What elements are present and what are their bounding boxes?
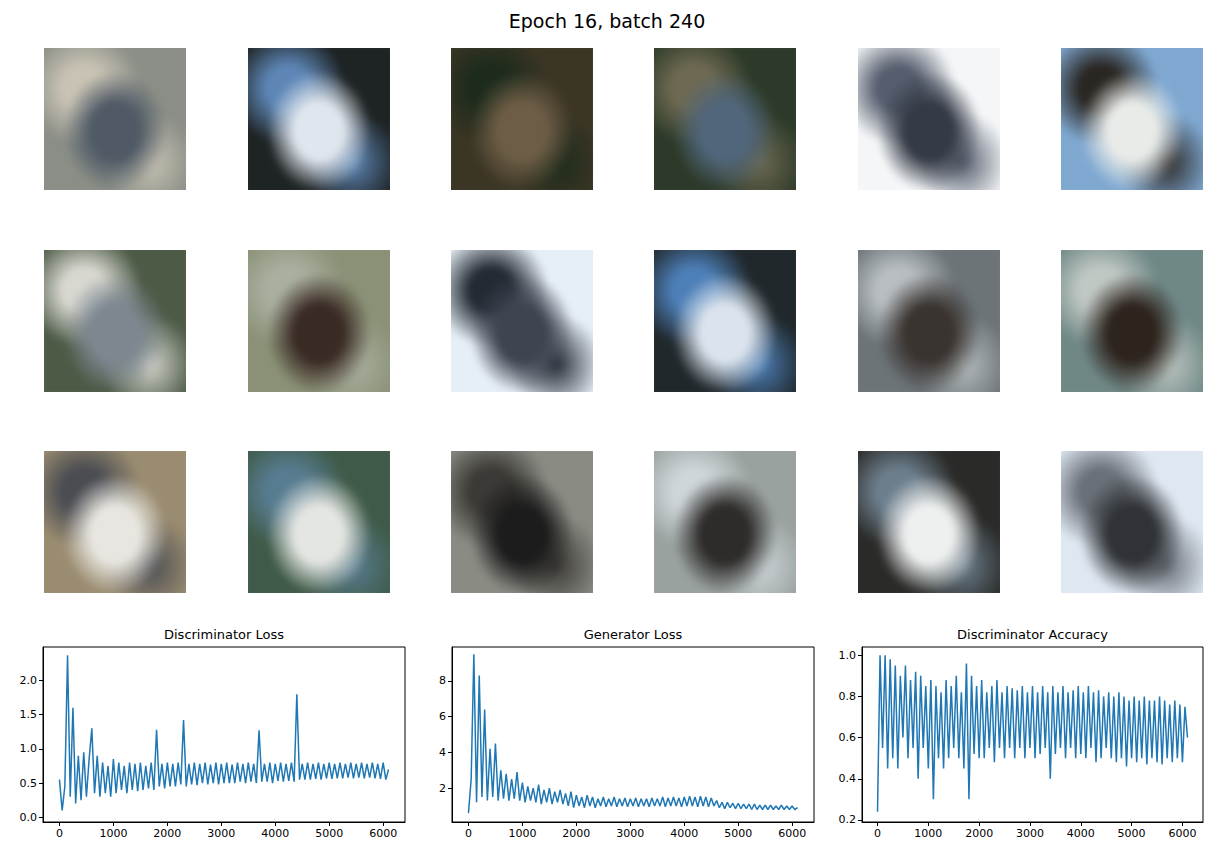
svg-text:4000: 4000: [261, 827, 289, 840]
svg-text:2000: 2000: [965, 827, 993, 840]
svg-text:2: 2: [439, 782, 446, 795]
svg-text:1.5: 1.5: [20, 708, 38, 721]
svg-text:1000: 1000: [914, 827, 942, 840]
svg-text:2.0: 2.0: [20, 674, 38, 687]
svg-text:0.5: 0.5: [20, 777, 38, 790]
svg-text:0: 0: [56, 827, 63, 840]
svg-text:8: 8: [439, 674, 446, 687]
svg-text:Discriminator Accuracy: Discriminator Accuracy: [957, 627, 1108, 642]
svg-text:0: 0: [465, 827, 472, 840]
svg-text:1000: 1000: [508, 827, 536, 840]
svg-text:4000: 4000: [1067, 827, 1095, 840]
svg-text:6: 6: [439, 710, 446, 723]
svg-text:4: 4: [439, 746, 446, 759]
svg-text:2000: 2000: [562, 827, 590, 840]
svg-text:0.6: 0.6: [839, 731, 857, 744]
svg-text:2000: 2000: [153, 827, 181, 840]
svg-text:0: 0: [874, 827, 881, 840]
svg-text:5000: 5000: [1118, 827, 1146, 840]
svg-text:4000: 4000: [670, 827, 698, 840]
svg-text:1000: 1000: [99, 827, 127, 840]
svg-text:6000: 6000: [1168, 827, 1196, 840]
svg-text:6000: 6000: [778, 827, 806, 840]
svg-text:6000: 6000: [369, 827, 397, 840]
svg-text:1.0: 1.0: [20, 742, 38, 755]
svg-text:0.4: 0.4: [839, 772, 857, 785]
svg-text:0.8: 0.8: [839, 690, 857, 703]
svg-text:0.2: 0.2: [839, 813, 857, 826]
svg-text:3000: 3000: [1016, 827, 1044, 840]
svg-text:3000: 3000: [207, 827, 235, 840]
svg-text:3000: 3000: [616, 827, 644, 840]
svg-text:5000: 5000: [315, 827, 343, 840]
svg-text:Generator Loss: Generator Loss: [584, 627, 683, 642]
svg-text:0.0: 0.0: [20, 811, 38, 824]
svg-text:Discriminator Loss: Discriminator Loss: [164, 627, 284, 642]
svg-text:1.0: 1.0: [839, 649, 857, 662]
svg-text:5000: 5000: [724, 827, 752, 840]
svg-text:Epoch 16, batch 240: Epoch 16, batch 240: [509, 10, 705, 32]
